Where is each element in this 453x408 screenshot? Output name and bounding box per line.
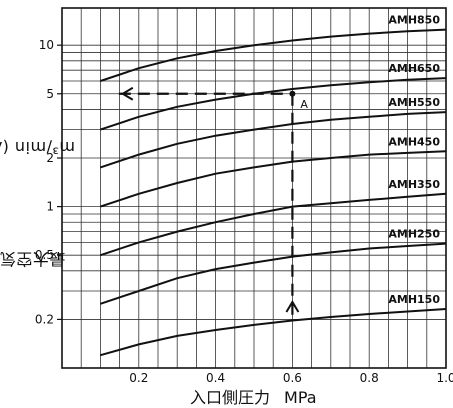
series-line-amh550	[100, 111, 447, 169]
point-a-label: A	[300, 98, 308, 111]
arrow-up-icon	[285, 300, 300, 313]
series-line-amh150	[100, 308, 447, 357]
series-label-amh650: AMH650	[388, 62, 440, 75]
series-line-amh250	[100, 242, 447, 305]
point-a-marker	[289, 90, 296, 97]
y-tick-label: 5	[46, 87, 54, 101]
series-label-amh250: AMH250	[388, 228, 440, 241]
arrow-left-icon	[120, 86, 134, 101]
series-line-amh350	[100, 192, 447, 257]
series-line-amh650	[100, 77, 447, 131]
y-tick-label: 0.5	[35, 248, 54, 262]
y-tick-label: 2	[46, 151, 54, 165]
series-line-amh850	[100, 28, 447, 82]
x-tick-label: 0.4	[206, 371, 225, 385]
series-label-amh550: AMH550	[388, 96, 440, 109]
plot-frame	[61, 7, 447, 369]
x-axis-title: 入口側圧力	[190, 388, 271, 407]
y-axis-title: 最大空気流量	[0, 249, 66, 269]
y-axis-unit: m³/min (ANR)	[0, 138, 76, 158]
y-tick-label: 10	[39, 38, 54, 52]
series-line-amh450	[100, 150, 447, 208]
y-tick-label: 1	[46, 200, 54, 214]
y-tick-label: 0.2	[35, 312, 54, 326]
series-label-amh850: AMH850	[388, 14, 440, 27]
series-label-amh350: AMH350	[388, 178, 440, 191]
x-axis-unit: MPa	[284, 388, 317, 407]
series-label-amh450: AMH450	[388, 135, 440, 148]
x-tick-label: 1.0	[436, 371, 453, 385]
series-label-amh150: AMH150	[388, 293, 440, 306]
y-axis-label: 最大空気流量 m³/min (ANR)	[0, 70, 75, 330]
x-tick-label: 0.6	[283, 371, 302, 385]
x-axis-label: 入口側圧力 MPa	[190, 384, 317, 408]
x-tick-label: 0.2	[129, 371, 148, 385]
x-tick-label: 0.8	[360, 371, 379, 385]
